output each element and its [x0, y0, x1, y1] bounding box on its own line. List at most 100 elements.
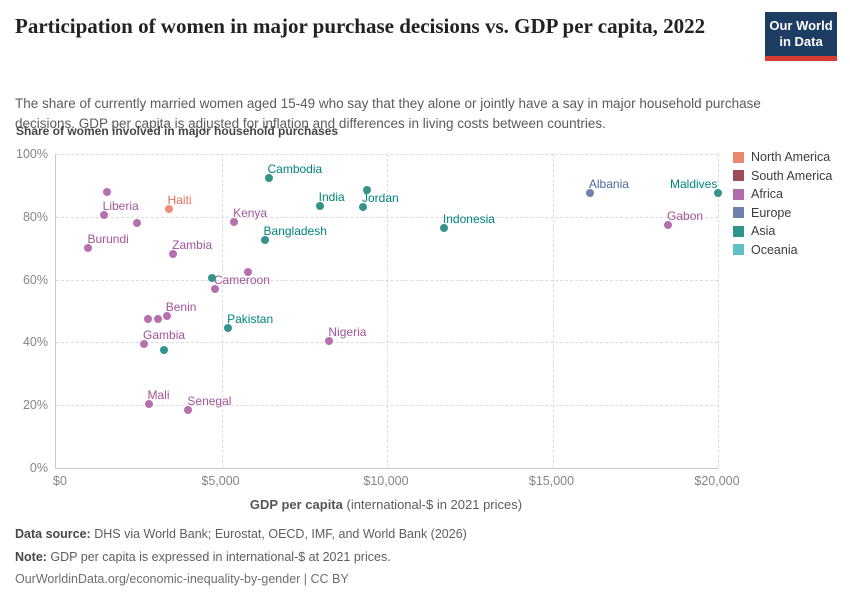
data-point-gabon[interactable]	[664, 220, 673, 229]
y-tick-label: 80%	[22, 209, 48, 224]
country-label-albania[interactable]: Albania	[588, 177, 629, 192]
grid-line-horizontal	[56, 154, 718, 155]
data-point-pakistan[interactable]	[224, 324, 233, 333]
owid-logo[interactable]: Our World in Data	[765, 12, 837, 61]
owid-logo-line2: in Data	[779, 34, 823, 50]
data-source-line: Data source: DHS via World Bank; Eurosta…	[15, 527, 467, 541]
country-label-zambia[interactable]: Zambia	[172, 238, 213, 253]
data-point-senegal[interactable]	[184, 405, 193, 414]
y-tick-label: 20%	[22, 398, 48, 413]
legend-swatch	[733, 170, 744, 182]
legend-label: Africa	[751, 187, 783, 201]
country-label-cameroon[interactable]: Cameroon	[213, 273, 270, 288]
country-label-senegal[interactable]: Senegal	[187, 393, 232, 408]
country-label-jordan[interactable]: Jordan	[362, 191, 399, 206]
data-point-mali[interactable]	[144, 399, 153, 408]
data-point-india[interactable]	[315, 201, 324, 210]
country-label-india[interactable]: India	[318, 189, 345, 204]
legend-item-europe[interactable]: Europe	[733, 205, 832, 220]
data-point-unlabeled[interactable]	[243, 267, 252, 276]
country-label-bangladesh[interactable]: Bangladesh	[263, 224, 327, 239]
legend-swatch	[733, 207, 744, 219]
x-tick-label: $10,000	[363, 474, 409, 488]
country-label-pakistan[interactable]: Pakistan	[227, 312, 274, 327]
x-tick-label: $20,000	[694, 474, 740, 488]
legend-swatch	[733, 244, 744, 256]
country-label-liberia[interactable]: Liberia	[102, 199, 139, 214]
y-tick-label: 0%	[29, 461, 48, 475]
grid-line-vertical	[552, 154, 554, 468]
data-point-bangladesh[interactable]	[260, 236, 269, 245]
data-point-unlabeled[interactable]	[102, 187, 111, 196]
data-point-unlabeled[interactable]	[144, 314, 153, 323]
legend-label: South America	[751, 168, 833, 183]
page-title: Participation of women in major purchase…	[15, 14, 706, 38]
x-tick-label: $5,000	[201, 474, 240, 488]
grid-line-horizontal	[56, 216, 718, 218]
legend-swatch	[733, 225, 744, 237]
data-point-unlabeled[interactable]	[207, 274, 216, 283]
x-axis-title-main: GDP per capita	[249, 497, 343, 512]
data-point-zambia[interactable]	[169, 250, 178, 259]
x-axis-title: GDP per capita (international-$ in 2021 …	[55, 497, 717, 512]
country-label-kenya[interactable]: Kenya	[233, 205, 268, 220]
country-label-cambodia[interactable]: Cambodia	[267, 161, 323, 176]
legend-swatch	[733, 188, 744, 200]
data-point-unlabeled[interactable]	[363, 186, 372, 195]
data-point-burundi[interactable]	[84, 244, 93, 253]
data-point-haiti[interactable]	[164, 204, 173, 213]
grid-line-vertical	[387, 154, 388, 468]
owid-logo-line1: Our World	[769, 18, 833, 33]
legend-item-africa[interactable]: Africa	[733, 188, 832, 201]
continent-legend: North America South America Africa Europe As…	[733, 151, 832, 262]
data-point-unlabeled[interactable]	[133, 219, 142, 228]
legend-item-oceania[interactable]: Oceania	[733, 242, 832, 257]
grid-line-horizontal	[56, 342, 718, 344]
data-point-benin[interactable]	[162, 311, 171, 320]
data-point-cameroon[interactable]	[210, 285, 219, 294]
data-point-liberia[interactable]	[99, 211, 108, 220]
country-label-maldives[interactable]: Maldives	[669, 177, 718, 192]
y-axis-title: Share of women involved in major househo…	[16, 124, 339, 138]
plot-area: Haiti Burundi Liberia Zambia Kenya Cameroon Be…	[55, 154, 723, 469]
legend-label: Oceania	[751, 242, 798, 257]
y-tick-label: 100%	[16, 147, 48, 161]
data-point-nigeria[interactable]	[325, 336, 334, 345]
grid-line-horizontal	[56, 279, 718, 281]
country-label-gabon[interactable]: Gabon	[667, 208, 704, 223]
legend-item-asia[interactable]: Asia	[733, 225, 832, 238]
country-label-nigeria[interactable]: Nigeria	[328, 324, 367, 339]
legend-item-south-america[interactable]: South America	[733, 168, 833, 183]
chart-subtitle: The share of currently married women age…	[15, 96, 761, 132]
country-label-benin[interactable]: Benin	[165, 299, 197, 314]
country-label-gambia[interactable]: Gambia	[143, 327, 186, 342]
data-point-unlabeled[interactable]	[154, 314, 163, 323]
country-label-indonesia[interactable]: Indonesia	[442, 211, 495, 226]
country-label-haiti[interactable]: Haiti	[167, 192, 192, 207]
grid-line-horizontal	[56, 405, 718, 407]
data-point-maldives[interactable]	[714, 189, 723, 198]
data-point-albania[interactable]	[585, 189, 594, 198]
legend-label: Europe	[751, 205, 792, 220]
legend-item-north-america[interactable]: North America	[733, 151, 832, 164]
data-point-kenya[interactable]	[230, 217, 239, 226]
country-label-mali[interactable]: Mali	[147, 387, 170, 402]
data-point-gambia[interactable]	[140, 339, 149, 348]
country-label-burundi[interactable]: Burundi	[87, 232, 129, 247]
grid-line-vertical	[718, 154, 719, 468]
license-line: OurWorldinData.org/economic-inequality-b…	[15, 572, 349, 587]
note-line: Note: GDP per capita is expressed in int…	[15, 549, 391, 564]
chart-footer: Data source: DHS via World Bank; Eurosta…	[15, 527, 467, 595]
x-axis-title-units: (international-$ in 2021 prices)	[342, 497, 523, 512]
data-point-cambodia[interactable]	[264, 173, 273, 182]
data-point-jordan[interactable]	[359, 203, 367, 212]
x-tick-label: $0	[53, 474, 67, 488]
grid-line-vertical	[221, 154, 223, 468]
x-tick-label: $15,000	[528, 474, 575, 488]
y-tick-label: 60%	[22, 272, 48, 287]
y-tick-label: 40%	[22, 335, 48, 350]
data-point-indonesia[interactable]	[439, 223, 448, 232]
data-point-unlabeled[interactable]	[160, 346, 169, 355]
legend-label: North America	[751, 150, 831, 164]
